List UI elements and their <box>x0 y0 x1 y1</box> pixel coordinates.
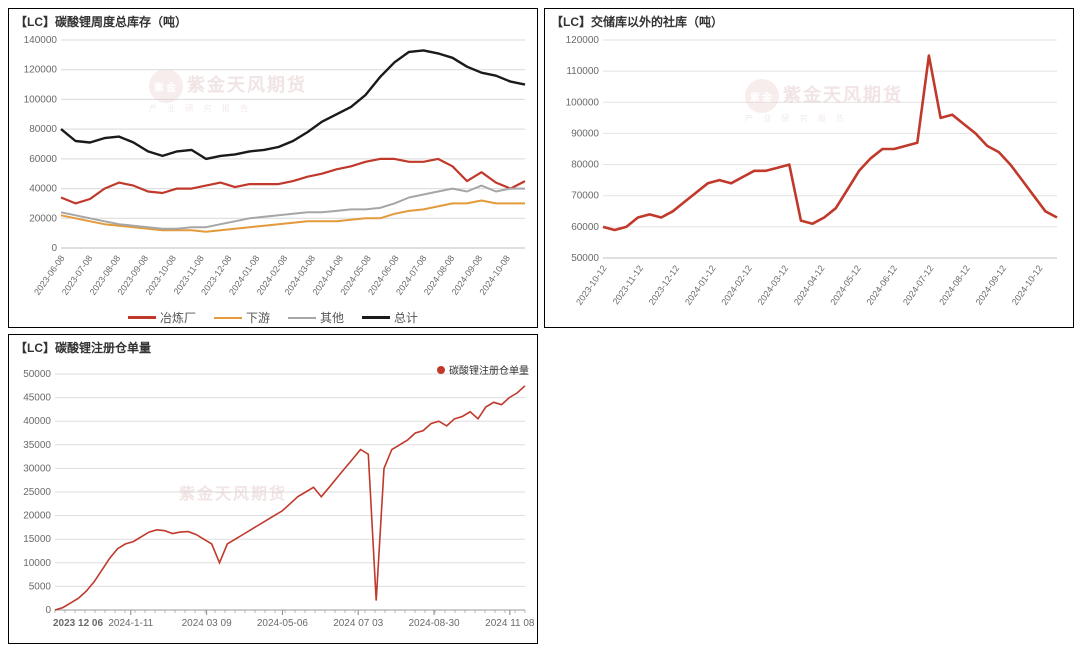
svg-text:2024-03-12: 2024-03-12 <box>756 263 791 306</box>
svg-text:35000: 35000 <box>23 440 51 451</box>
svg-text:40000: 40000 <box>29 184 57 195</box>
svg-text:10000: 10000 <box>23 558 51 569</box>
chart1-legend: 冶炼厂 下游 其他 总计 <box>9 309 537 326</box>
svg-text:120000: 120000 <box>566 35 600 46</box>
svg-text:20000: 20000 <box>23 511 51 522</box>
chart-warehouse-receipts: 【LC】碳酸锂注册仓单量 碳酸锂注册仓单量 紫金天风期货 05000100001… <box>8 334 538 644</box>
svg-text:0: 0 <box>45 605 51 616</box>
svg-text:50000: 50000 <box>23 369 51 380</box>
chart2-title: 【LC】交储库以外的社库（吨） <box>545 9 1073 34</box>
svg-text:2024-02-12: 2024-02-12 <box>719 263 754 306</box>
svg-text:2023 12 06: 2023 12 06 <box>53 618 103 629</box>
chart2-svg: 50000 60000 70000 80000 90000 100000 110000 120… <box>545 34 1071 328</box>
chart3-legend: 碳酸锂注册仓单量 <box>437 362 529 377</box>
svg-text:2024 03 09: 2024 03 09 <box>182 618 232 629</box>
svg-text:15000: 15000 <box>23 534 51 545</box>
svg-text:2023-10-12: 2023-10-12 <box>574 263 609 306</box>
svg-text:2024-06-12: 2024-06-12 <box>865 263 900 306</box>
svg-text:20000: 20000 <box>29 213 57 224</box>
svg-text:50000: 50000 <box>571 253 599 264</box>
svg-text:90000: 90000 <box>571 128 599 139</box>
svg-text:2024 07 03: 2024 07 03 <box>333 618 383 629</box>
svg-text:2024-04-12: 2024-04-12 <box>792 263 827 306</box>
svg-text:80000: 80000 <box>571 160 599 171</box>
svg-text:60000: 60000 <box>571 222 599 233</box>
svg-text:110000: 110000 <box>566 66 599 77</box>
svg-text:70000: 70000 <box>571 191 599 202</box>
svg-text:0: 0 <box>51 243 57 254</box>
chart3-title: 【LC】碳酸锂注册仓单量 <box>9 335 537 360</box>
chart1-title: 【LC】碳酸锂周度总库存（吨） <box>9 9 537 34</box>
chart-inventory-total: 【LC】碳酸锂周度总库存（吨） 紫金紫金天风期货 产 业 研 究 报 告 020… <box>8 8 538 328</box>
svg-text:2024-05-06: 2024-05-06 <box>257 618 309 629</box>
chart1-svg: 0200004000060000800001000001200001400002… <box>9 34 535 328</box>
svg-text:2023-11-12: 2023-11-12 <box>611 263 645 306</box>
svg-text:2024-05-12: 2024-05-12 <box>828 263 863 306</box>
svg-text:2024 11 08: 2024 11 08 <box>485 618 535 629</box>
svg-text:60000: 60000 <box>29 154 57 165</box>
svg-text:2024-07-12: 2024-07-12 <box>901 263 936 306</box>
svg-text:2024-10-12: 2024-10-12 <box>1010 263 1045 306</box>
svg-text:25000: 25000 <box>23 487 51 498</box>
svg-text:120000: 120000 <box>24 65 58 76</box>
svg-text:2023-12-12: 2023-12-12 <box>647 263 682 306</box>
svg-text:2024-1-11: 2024-1-11 <box>108 618 153 629</box>
svg-text:5000: 5000 <box>29 581 52 592</box>
svg-text:2024-08-30: 2024-08-30 <box>408 618 460 629</box>
svg-text:2024-09-12: 2024-09-12 <box>974 263 1009 306</box>
chart3-svg: 0 5000 10000 15000 20000 25000 30000 35000 40000… <box>9 360 535 642</box>
svg-text:2024-01-12: 2024-01-12 <box>683 263 718 306</box>
svg-text:30000: 30000 <box>23 463 51 474</box>
svg-text:40000: 40000 <box>23 416 51 427</box>
svg-text:100000: 100000 <box>566 97 600 108</box>
svg-text:100000: 100000 <box>24 94 58 105</box>
svg-text:80000: 80000 <box>29 124 57 135</box>
svg-text:2024-08-12: 2024-08-12 <box>937 263 972 306</box>
chart-social-inventory: 【LC】交储库以外的社库（吨） 紫金紫金天风期货 产 业 研 究 报 告 500… <box>544 8 1074 328</box>
svg-text:45000: 45000 <box>23 393 51 404</box>
svg-text:140000: 140000 <box>24 35 58 46</box>
